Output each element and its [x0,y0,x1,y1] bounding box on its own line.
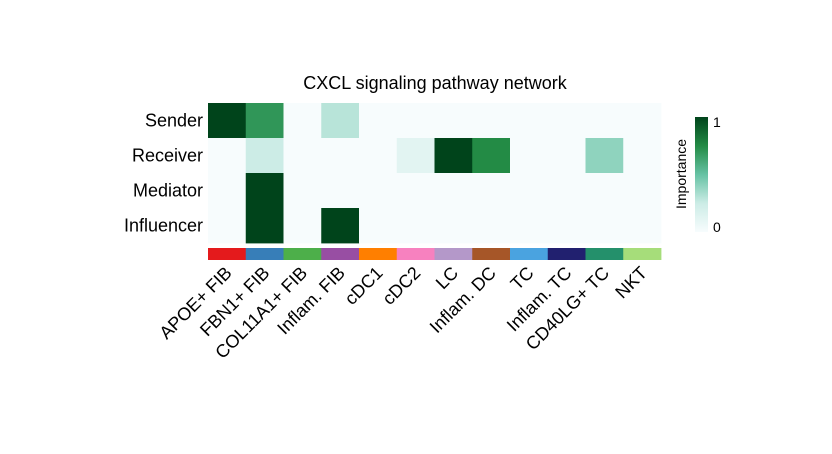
legend-gradient-bar [695,117,708,232]
heatmap-cell [321,208,360,244]
heatmap-cell [208,138,247,174]
column-color-swatch [472,248,511,260]
heatmap-cell [283,103,322,139]
column-label: LC [432,263,462,293]
row-labels: Sender Receiver Mediator Influencer [124,111,203,236]
heatmap-cell [623,208,662,244]
column-color-swatch [359,248,398,260]
heatmap-cell [245,173,284,209]
heatmap-cell [359,208,398,244]
heatmap-cell [208,173,247,209]
importance-legend: 1 0 Importance [673,114,721,235]
heatmap-cell [472,208,511,244]
heatmap-cell [321,138,360,174]
column-label: cDC1 [341,263,387,309]
column-color-swatch [510,248,549,260]
heatmap-cells [208,103,662,244]
column-color-swatch [547,248,586,260]
heatmap-cell [510,103,549,139]
heatmap-cell [510,138,549,174]
heatmap-cell [245,138,284,174]
column-color-swatch [321,248,360,260]
column-label: cDC2 [378,263,424,309]
column-color-swatch [208,248,247,260]
heatmap-cell [283,173,322,209]
column-color-swatch [623,248,662,260]
heatmap-cell [547,173,586,209]
heatmap-cell [623,173,662,209]
heatmap-cell [359,103,398,139]
heatmap-cell [547,208,586,244]
row-label: Sender [145,111,203,131]
heatmap-cell [434,173,473,209]
legend-title: Importance [673,139,689,209]
heatmap-cell [585,138,624,174]
row-label: Mediator [133,181,203,201]
heatmap-cell [623,103,662,139]
heatmap-cell [585,103,624,139]
heatmap-cell [321,173,360,209]
heatmap-cell [472,138,511,174]
heatmap-cell [547,103,586,139]
heatmap-cell [510,173,549,209]
heatmap-cell [208,208,247,244]
heatmap-cell [585,208,624,244]
column-color-bar [208,248,662,260]
row-label: Influencer [124,216,203,236]
legend-min-label: 0 [713,219,721,235]
heatmap-cell [434,138,473,174]
heatmap-cell [434,103,473,139]
column-color-swatch [396,248,435,260]
heatmap-cell [547,138,586,174]
heatmap-cell [283,208,322,244]
heatmap-cell [245,103,284,139]
heatmap-cell [321,103,360,139]
heatmap-cell [396,173,435,209]
heatmap-cell [510,208,549,244]
column-color-swatch [585,248,624,260]
heatmap-cell [208,103,247,139]
heatmap-cell [472,103,511,139]
column-color-swatch [245,248,284,260]
heatmap-cell [283,138,322,174]
column-label: NKT [611,263,651,303]
heatmap-cell [245,208,284,244]
legend-max-label: 1 [713,114,721,130]
heatmap-cell [396,138,435,174]
heatmap-cell [359,173,398,209]
row-label: Receiver [132,146,203,166]
column-color-swatch [283,248,322,260]
heatmap-cell [396,208,435,244]
heatmap-cell [472,173,511,209]
column-label: TC [507,263,538,294]
heatmap-cell [434,208,473,244]
heatmap-cell [359,138,398,174]
heatmap-cell [623,138,662,174]
heatmap-cell [585,173,624,209]
column-color-swatch [434,248,473,260]
heatmap-cell [396,103,435,139]
chart-title: CXCL signaling pathway network [303,73,567,93]
